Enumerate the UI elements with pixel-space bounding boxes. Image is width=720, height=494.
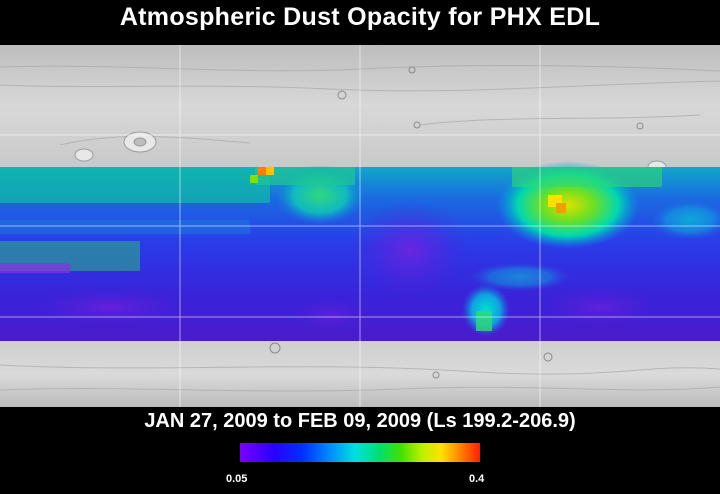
colorbar [240, 443, 480, 462]
craters [269, 66, 644, 379]
mars-dust-map [0, 45, 720, 407]
date-range-label: JAN 27, 2009 to FEB 09, 2009 (Ls 199.2-2… [144, 410, 576, 432]
colorbar-max-label: 0.4 [469, 473, 485, 485]
map-title: Atmospheric Dust Opacity for PHX EDL [119, 3, 601, 31]
graticule [0, 45, 720, 407]
colorbar-min-label: 0.05 [226, 473, 248, 485]
